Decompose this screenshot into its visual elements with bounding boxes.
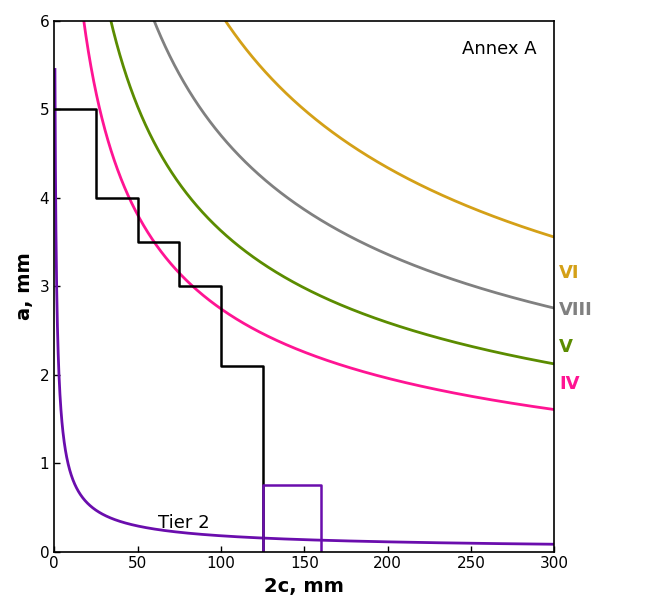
Text: Tier 2: Tier 2 xyxy=(158,514,210,532)
X-axis label: 2c, mm: 2c, mm xyxy=(264,577,344,596)
Text: IV: IV xyxy=(559,375,580,393)
Text: VIII: VIII xyxy=(559,301,593,319)
Text: Annex A: Annex A xyxy=(462,40,537,57)
Text: V: V xyxy=(559,338,574,356)
Y-axis label: a, mm: a, mm xyxy=(15,252,34,320)
Text: VI: VI xyxy=(559,264,580,282)
